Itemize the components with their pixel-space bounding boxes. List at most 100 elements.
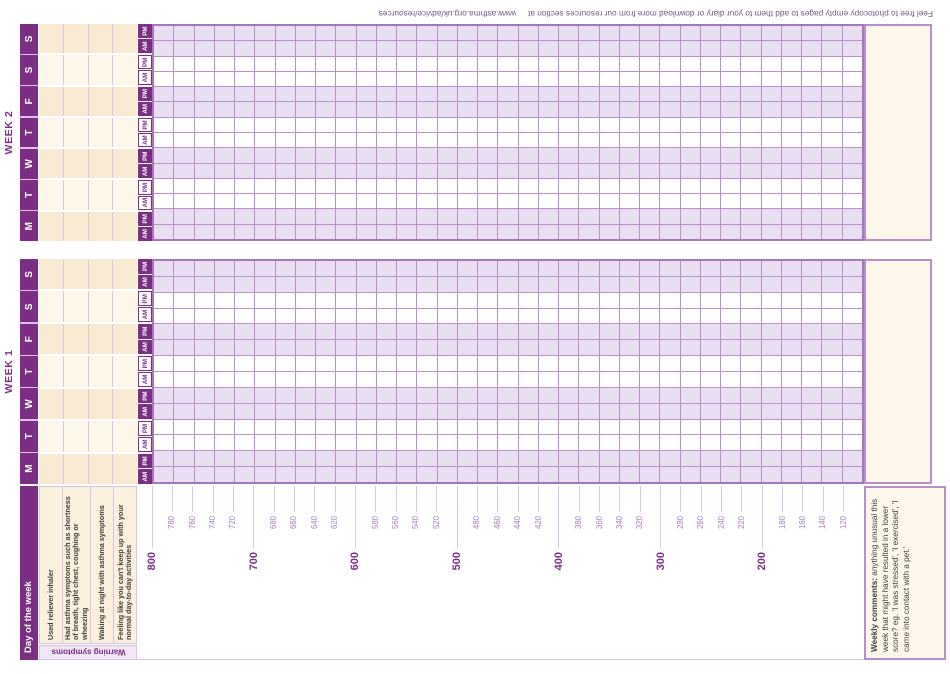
peak-flow-cell	[457, 133, 478, 148]
scale-value-label: 400	[552, 552, 565, 571]
peak-flow-cell	[417, 224, 437, 239]
peak-flow-cell	[559, 308, 579, 324]
peak-flow-cell	[559, 209, 579, 224]
peak-flow-cell	[721, 372, 741, 387]
peak-flow-cell	[154, 403, 174, 419]
session-header-cell: AM	[138, 133, 152, 148]
session-header-cell: AM	[138, 70, 152, 85]
peak-flow-cell	[417, 56, 437, 71]
peak-flow-cell	[376, 340, 397, 356]
peak-flow-cell	[842, 26, 862, 41]
peak-flow-cell	[498, 308, 518, 324]
peak-flow-cell	[660, 117, 680, 133]
day-column	[154, 451, 862, 482]
peak-flow-cell	[781, 340, 802, 356]
peak-flow-cell	[802, 403, 822, 419]
peak-flow-cell	[781, 163, 802, 178]
session-header-row: AM PM AM PM AM PM AM PM AM PM AM PM AM PM	[138, 259, 152, 484]
symptom-day-column	[39, 180, 137, 210]
peak-flow-cell	[559, 41, 579, 56]
peak-flow-cell	[437, 56, 457, 71]
peak-flow-cell	[397, 467, 417, 482]
peak-flow-cell	[457, 276, 478, 292]
peak-flow-cell	[660, 148, 680, 163]
scale-value-label: 440	[513, 516, 523, 530]
symptom-tick-cell	[39, 180, 63, 210]
peak-flow-cell	[579, 148, 599, 163]
peak-flow-cell	[660, 163, 680, 178]
peak-flow-cell	[174, 133, 194, 148]
peak-flow-cell	[417, 467, 437, 482]
peak-flow-cell	[154, 451, 174, 467]
peak-flow-cell	[619, 102, 640, 117]
peak-flow-cell	[538, 117, 559, 133]
peak-flow-cell	[437, 435, 457, 451]
peak-flow-cell	[579, 324, 599, 340]
peak-flow-cell	[802, 178, 822, 194]
symptom-tick-cell	[39, 356, 63, 387]
symptom-label-row: Used reliever inhaler	[40, 487, 63, 643]
peak-flow-cell	[437, 163, 457, 178]
symptom-tick-cell	[88, 117, 113, 148]
scale-tick	[843, 486, 845, 512]
peak-flow-cell	[255, 292, 275, 308]
peak-flow-cell	[376, 324, 397, 340]
peak-flow-cell	[397, 133, 417, 148]
peak-flow-cell	[741, 41, 761, 56]
scale-tick	[660, 486, 662, 548]
scale-value-label: 240	[716, 516, 726, 530]
peak-flow-cell	[741, 133, 761, 148]
peak-flow-cell	[275, 467, 295, 482]
peak-flow-cell	[235, 26, 255, 41]
peak-flow-cell	[599, 163, 619, 178]
peak-flow-cell	[154, 194, 174, 209]
peak-flow-cell	[457, 178, 478, 194]
peak-flow-cell	[559, 403, 579, 419]
peak-flow-cell	[680, 387, 700, 403]
peak-flow-cell	[599, 324, 619, 340]
day-column	[154, 178, 862, 209]
peak-flow-cell	[316, 178, 336, 194]
scale-tick	[619, 486, 621, 512]
peak-flow-cell	[437, 41, 457, 56]
peak-flow-cell	[822, 163, 842, 178]
peak-flow-cell	[336, 87, 356, 102]
peak-flow-cell	[619, 387, 640, 403]
peak-flow-cell	[721, 102, 741, 117]
peak-flow-cell	[579, 209, 599, 224]
peak-flow-cell	[194, 292, 214, 308]
peak-flow-cell	[255, 324, 275, 340]
peak-flow-cell	[761, 148, 781, 163]
peak-flow-cell	[781, 356, 802, 372]
peak-flow-cell	[316, 56, 336, 71]
peak-flow-cell	[599, 387, 619, 403]
peak-flow-cell	[680, 403, 700, 419]
peak-flow-cell	[397, 163, 417, 178]
peak-flow-cell	[721, 26, 741, 41]
peak-flow-cell	[619, 419, 640, 435]
peak-flow-cell	[478, 148, 498, 163]
peak-flow-cell	[356, 41, 376, 56]
peak-flow-cell	[700, 178, 721, 194]
peak-flow-cell	[235, 467, 255, 482]
peak-flow-cell	[781, 324, 802, 340]
peak-flow-cell	[336, 324, 356, 340]
peak-flow-cell	[761, 435, 781, 451]
symptom-day-column	[39, 323, 137, 355]
symptom-tick-cell	[88, 453, 113, 484]
peak-flow-cell	[700, 276, 721, 292]
peak-flow-cell	[538, 419, 559, 435]
peak-flow-cell	[295, 292, 316, 308]
peak-flow-cell	[437, 133, 457, 148]
peak-flow-cell	[802, 41, 822, 56]
symptom-day-column	[39, 291, 137, 322]
peak-flow-cell	[761, 276, 781, 292]
day-header-cell: T	[20, 356, 38, 387]
peak-flow-cell	[174, 148, 194, 163]
peak-flow-cell	[640, 403, 660, 419]
symptom-tick-cell	[88, 323, 113, 355]
peak-flow-cell	[761, 324, 781, 340]
scale-tick	[354, 486, 356, 548]
peak-flow-cell	[437, 356, 457, 372]
peak-flow-cell	[457, 194, 478, 209]
